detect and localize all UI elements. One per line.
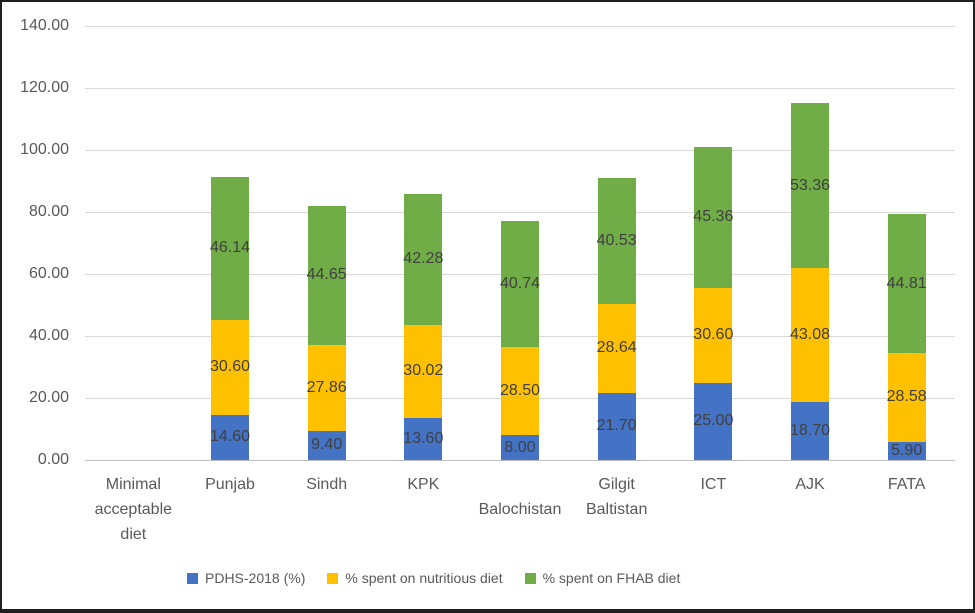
bar-segment — [404, 324, 443, 418]
bar-segment — [211, 319, 249, 415]
bar-segment — [211, 176, 249, 320]
legend: PDHS-2018 (%) % spent on nutritious diet%… — [187, 570, 680, 586]
bar-segment — [887, 441, 926, 460]
legend-label: % spent on nutritious diet — [345, 570, 503, 586]
gridline — [85, 25, 955, 27]
bar-segment — [597, 303, 636, 393]
bar-segment — [211, 414, 249, 460]
x-axis-label: Punjab — [205, 476, 255, 493]
bar-segment — [501, 346, 539, 436]
x-axis-line — [85, 460, 955, 461]
legend-swatch — [524, 572, 536, 584]
bar-segment — [501, 435, 539, 460]
y-axis: 0.00 20.00 40.00 60.00 80.00 100.00 120.00 140.… — [2, 17, 72, 468]
legend-label: PDHS-2018 (%) — [205, 570, 306, 586]
bar-segment — [694, 147, 733, 288]
x-axis-label: FATA — [887, 476, 926, 493]
bar-segment — [307, 344, 346, 431]
bar-value-label: 21.70 — [596, 417, 637, 435]
y-tick-label: 40.00 — [28, 327, 69, 344]
y-tick-label: 80.00 — [28, 203, 69, 220]
x-axis-label: Sindh — [306, 476, 348, 493]
bar-segment — [307, 206, 346, 345]
bar-segment — [791, 103, 829, 269]
y-tick-label: 140.00 — [20, 17, 69, 34]
plot-area: 14.60 30.60 46.14 9.40 27.86 44.65 13.60 30.02 4… — [85, 25, 955, 461]
legend-label: % spent on FHAB diet — [542, 570, 681, 586]
bar-segment — [597, 178, 636, 304]
bar-segment — [597, 392, 636, 460]
bar-segment — [501, 220, 539, 347]
bar-value-label: 30.60 — [209, 358, 251, 376]
y-tick-label: 100.00 — [20, 141, 69, 158]
bar-value-label: 44.81 — [886, 274, 927, 292]
bar-segment — [404, 193, 443, 325]
x-axis-label: Gilgit Baltistan — [585, 476, 648, 518]
bar-value-label: 13.60 — [403, 429, 444, 447]
gridline — [85, 149, 955, 151]
bar-segment — [404, 417, 443, 460]
x-axis: Minimal acceptable diet Punjab Sindh KPK Bal… — [85, 472, 955, 557]
bar-value-label: 9.40 — [311, 436, 343, 454]
bar-value-label: 5.90 — [891, 441, 923, 459]
bar-segment — [694, 382, 733, 460]
bar-value-label: 30.60 — [693, 326, 734, 344]
bar-value-label: 30.02 — [403, 362, 444, 380]
legend-swatch — [327, 572, 339, 584]
bar-segment — [791, 402, 829, 460]
bar-segment — [307, 430, 346, 460]
bar-value-label: 40.74 — [499, 274, 541, 292]
legend-swatch — [187, 572, 198, 584]
x-axis-label: KPK — [407, 476, 440, 493]
bar-value-label: 46.14 — [209, 239, 251, 257]
bar-value-label: 45.36 — [693, 208, 734, 226]
bar-value-label: 42.28 — [403, 250, 444, 268]
bar-value-label: 25.00 — [693, 412, 734, 430]
legend-item: % spent on nutritious diet — [327, 570, 503, 586]
bar-value-label: 43.08 — [789, 326, 831, 344]
y-tick-label: 0.00 — [37, 451, 69, 468]
bar-value-label: 18.70 — [789, 422, 831, 439]
bar-value-label: 44.65 — [306, 266, 347, 284]
gridline — [85, 87, 955, 89]
x-axis-label: Balochistan — [478, 501, 562, 518]
gridline — [85, 211, 955, 213]
bar-value-label: 28.58 — [886, 388, 927, 406]
y-tick-label: 120.00 — [20, 79, 69, 96]
bar-value-label: 53.36 — [789, 176, 831, 194]
y-tick-label: 20.00 — [28, 389, 69, 406]
bar-segment — [694, 287, 733, 383]
bar-segment — [791, 268, 829, 403]
bar-value-label: 27.86 — [306, 378, 347, 396]
legend-item: PDHS-2018 (%) — [187, 570, 305, 586]
bar-value-label: 14.60 — [209, 428, 251, 446]
bar-value-label: 28.64 — [596, 339, 637, 357]
y-tick-label: 60.00 — [28, 265, 69, 282]
x-axis-label: ICT — [700, 476, 727, 493]
bar-value-label: 40.53 — [596, 232, 637, 250]
bar-value-label: 28.50 — [499, 382, 541, 400]
x-axis-label: AJK — [795, 476, 825, 493]
x-axis-label: Minimal acceptable diet — [94, 476, 173, 543]
bar-segment — [887, 214, 926, 354]
legend-item: % spent on FHAB diet — [524, 570, 681, 586]
bar-value-label: 8.00 — [504, 438, 536, 456]
bar-segment — [887, 353, 926, 442]
